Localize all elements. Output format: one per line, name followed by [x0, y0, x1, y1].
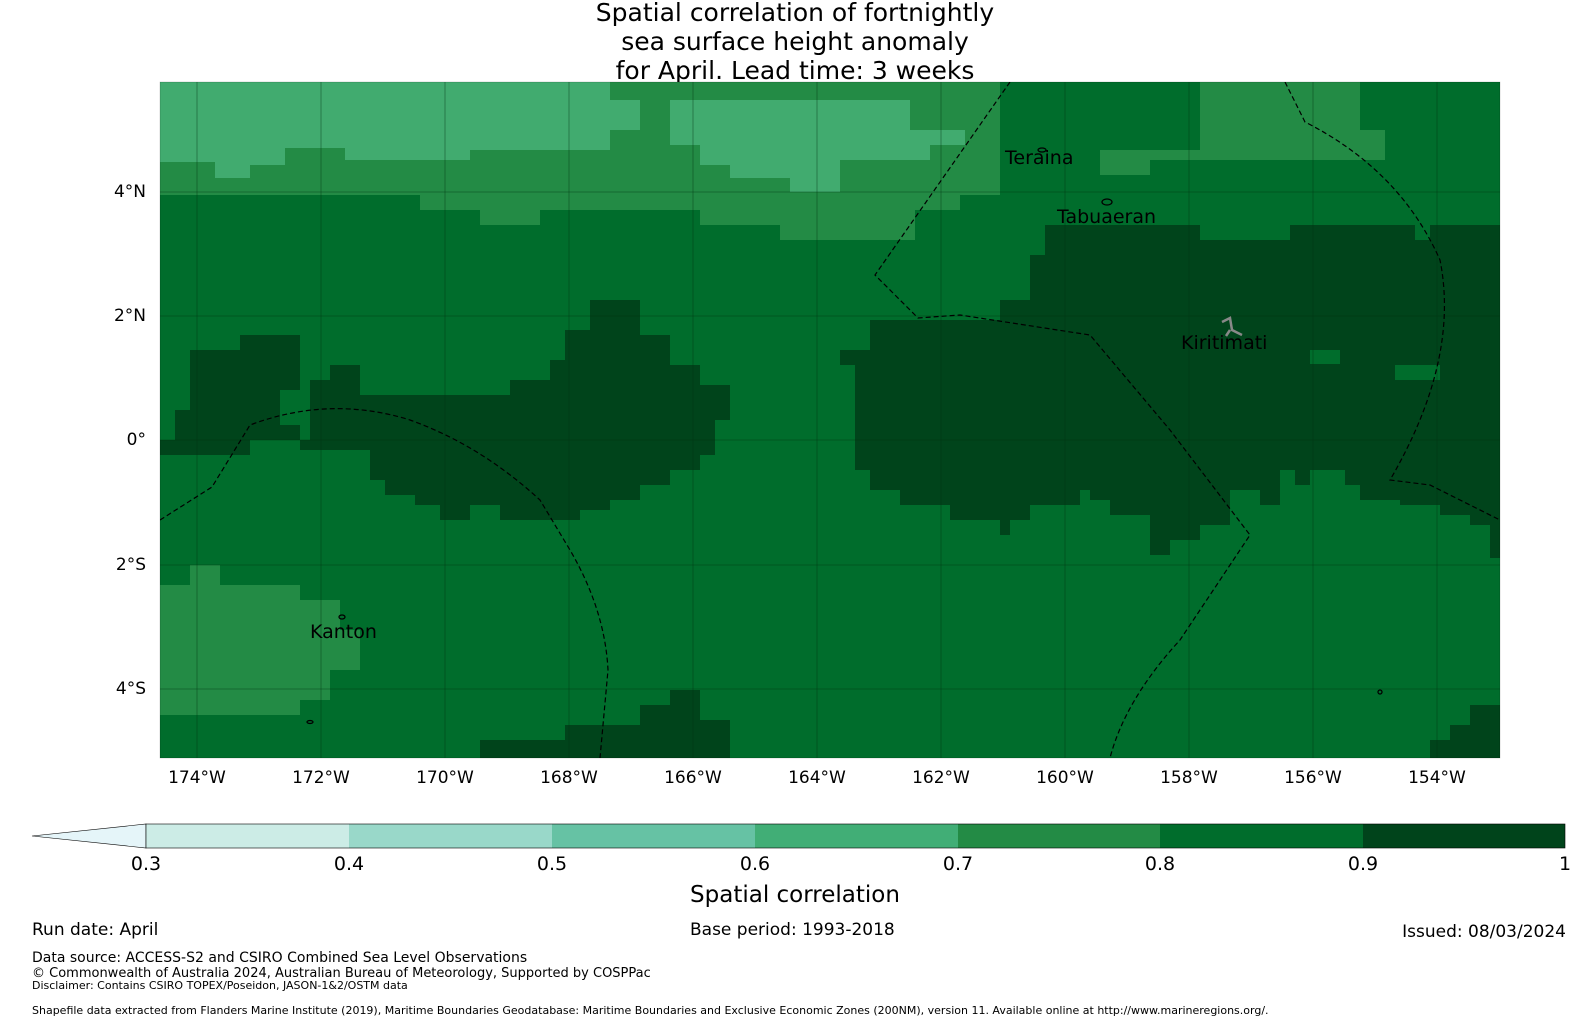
eez-boundaries	[160, 82, 1500, 758]
colorbar-tick: 0.6	[739, 853, 771, 875]
lat-tick: 4°S	[115, 679, 146, 699]
colorbar-title: Spatial correlation	[690, 882, 900, 908]
colorbar-frame	[145, 823, 1566, 849]
colorbar-tick: 1	[1558, 853, 1572, 875]
title-line-1: Spatial correlation of fortnightly	[595, 0, 995, 27]
issued-date: Issued: 08/03/2024	[1402, 922, 1566, 942]
shapefile-credit: Shapefile data extracted from Flanders M…	[32, 1004, 1269, 1017]
field-0.8-0.9-patch	[1310, 350, 1340, 364]
colorbar-tick: 0.3	[130, 853, 162, 875]
place-labels: Teraina Tabuaeran Kiritimati Kanton	[310, 147, 1267, 643]
lon-tick: 170°W	[416, 768, 474, 788]
colorbar-segment-6	[1160, 824, 1363, 848]
label-kiritimati: Kiritimati	[1181, 332, 1267, 354]
disclaimer: Disclaimer: Contains CSIRO TOPEX/Poseido…	[32, 979, 408, 992]
island-kiritimati	[1221, 316, 1243, 337]
map-title: Spatial correlation of fortnightly sea s…	[450, 0, 1140, 85]
lon-tick: 156°W	[1284, 768, 1342, 788]
lat-tick: 0°	[126, 430, 146, 450]
colorbar-tick: 0.9	[1347, 853, 1379, 875]
colorbar	[31, 823, 1566, 849]
data-source: Data source: ACCESS-S2 and CSIRO Combine…	[32, 950, 528, 966]
island-small-2	[1377, 689, 1383, 695]
colorbar-segment-1	[146, 824, 349, 848]
lon-tick: 166°W	[664, 768, 722, 788]
lon-tick: 164°W	[788, 768, 846, 788]
label-teraina: Teraina	[1004, 147, 1074, 169]
lon-tick: 154°W	[1408, 768, 1466, 788]
eez-boundary-east	[1284, 82, 1500, 521]
field-0.7-0.8-sw	[160, 565, 360, 715]
title-line-2: sea surface height anomaly	[621, 27, 969, 56]
lon-tick: 158°W	[1160, 768, 1218, 788]
lat-tick: 4°N	[113, 182, 146, 202]
lon-tick: 160°W	[1036, 768, 1094, 788]
field-0.8-0.9-patch-2	[1340, 365, 1440, 380]
graticule	[160, 82, 1500, 758]
lat-tick: 2°N	[113, 306, 146, 326]
colorbar-segment-2	[349, 824, 552, 848]
lon-tick: 168°W	[540, 768, 598, 788]
colorbar-segment-3	[552, 824, 755, 848]
base-period: Base period: 1993-2018	[690, 920, 895, 940]
field-0.9-1-south	[480, 690, 730, 758]
colorbar-tick: 0.5	[536, 853, 568, 875]
run-date: Run date: April	[32, 920, 159, 940]
label-tabuaeran: Tabuaeran	[1056, 206, 1156, 228]
colorbar-tick: 0.8	[1144, 853, 1176, 875]
lat-tick: 2°S	[115, 555, 146, 575]
islands	[306, 147, 1383, 725]
colorbar-tick: 0.4	[333, 853, 365, 875]
copyright: © Commonwealth of Australia 2024, Austra…	[32, 966, 651, 981]
island-tabuaeran	[1101, 198, 1113, 206]
lon-tick: 172°W	[292, 768, 350, 788]
island-small-1	[306, 719, 314, 725]
field-0.9-1-se	[1430, 705, 1500, 758]
colorbar-extend-arrow	[31, 823, 147, 849]
field-0.9-1-east	[840, 225, 1500, 558]
lon-tick: 174°W	[168, 768, 226, 788]
colorbar-segment-4	[755, 824, 958, 848]
label-kanton: Kanton	[310, 621, 377, 643]
field-0.7-0.8-northeast	[1100, 82, 1385, 175]
lon-tick: 162°W	[912, 768, 970, 788]
title-line-3: for April. Lead time: 3 weeks	[615, 56, 975, 85]
field-0.6-0.7-nc	[670, 100, 965, 192]
colorbar-segment-5	[958, 824, 1160, 848]
island-kanton	[338, 614, 346, 620]
field-0.6-0.7-nw	[160, 82, 640, 178]
map-frame	[159, 81, 1501, 759]
island-teraina	[1037, 147, 1047, 153]
map-area: Teraina Tabuaeran Kiritimati Kanton	[160, 82, 1500, 758]
colorbar-tick: 0.7	[942, 853, 974, 875]
colorbar-segment-7	[1363, 824, 1565, 848]
eez-boundary-center	[874, 82, 1251, 758]
